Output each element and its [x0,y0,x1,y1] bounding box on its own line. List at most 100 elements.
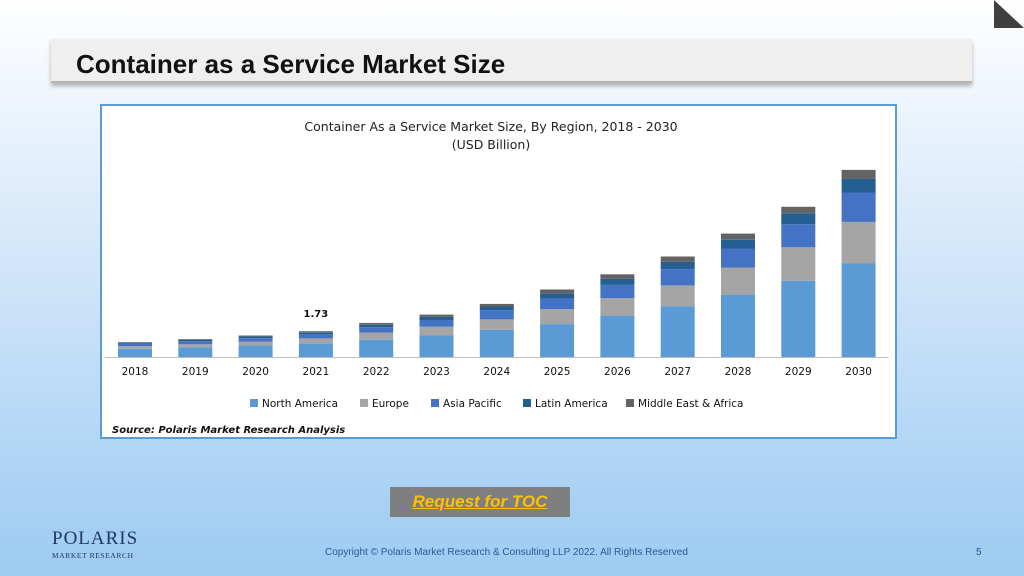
bar-asia-pacific-2028 [721,248,755,268]
bar-latin-america-2030 [841,178,876,193]
bar-north-america-2026 [600,316,635,357]
stacked-bar-chart: Container As a Service Market Size, By R… [104,119,889,436]
x-tick-2018: 2018 [122,366,149,378]
bar-latin-america-2027 [660,261,695,270]
bar-europe-2030 [841,221,876,264]
bar-middle-east-africa-2023 [419,314,454,317]
bar-middle-east-africa-2030 [841,169,876,179]
bars-group [118,169,876,357]
bar-middle-east-africa-2022 [359,322,394,325]
chart-subtitle: (USD Billion) [452,137,530,152]
x-tick-2029: 2029 [785,366,812,378]
bar-middle-east-africa-2018 [118,342,152,343]
bar-asia-pacific-2019 [178,341,213,345]
x-tick-2020: 2020 [242,366,269,378]
bar-asia-pacific-2025 [540,298,575,310]
bar-middle-east-africa-2026 [600,274,635,279]
x-tick-2024: 2024 [483,366,510,378]
bar-north-america-2029 [781,280,816,357]
copyright-text: Copyright © Polaris Market Research & Co… [325,547,688,558]
bar-europe-2029 [781,247,816,281]
legend-swatch-asia-pacific [431,399,439,407]
bar-europe-2019 [178,344,213,348]
x-tick-2028: 2028 [725,366,752,378]
bar-north-america-2028 [721,294,755,357]
data-labels: 1.73 [304,309,329,320]
bar-latin-america-2021 [298,332,333,335]
bar-latin-america-2018 [118,342,152,344]
bar-north-america-2030 [841,263,876,357]
bar-latin-america-2020 [238,336,273,338]
bar-europe-2028 [721,267,755,295]
bar-latin-america-2022 [359,324,394,328]
bar-asia-pacific-2018 [118,343,152,347]
logo-main-text: POLARIS [52,528,139,549]
bar-middle-east-africa-2019 [178,339,213,340]
x-tick-2022: 2022 [363,366,390,378]
bar-north-america-2027 [660,306,695,357]
bar-asia-pacific-2029 [781,224,816,248]
bar-europe-2027 [660,285,695,307]
bar-latin-america-2019 [178,339,213,342]
bar-middle-east-africa-2028 [721,233,755,240]
bar-asia-pacific-2027 [660,269,695,286]
bar-latin-america-2029 [781,213,816,225]
bar-asia-pacific-2021 [298,334,333,339]
x-tick-2030: 2030 [845,366,872,378]
legend-swatch-middle-east-africa [626,399,634,407]
bar-north-america-2023 [419,335,454,357]
title-bar: Container as a Service Market Size [51,39,972,83]
chart-source: Source: Polaris Market Research Analysis [112,425,345,436]
bar-middle-east-africa-2027 [660,256,695,262]
bar-north-america-2025 [540,324,575,357]
x-tick-labels: 2018 2019 2020 2021 2022 2023 2024 2025 2026 2027… [122,366,872,378]
bar-europe-2021 [298,338,333,344]
data-label-2021: 1.73 [304,309,329,320]
bar-north-america-2022 [359,339,394,357]
bar-latin-america-2026 [600,278,635,285]
legend-swatch-europe [360,399,368,407]
bar-north-america-2024 [479,329,514,357]
bar-north-america-2019 [178,347,213,357]
legend-label-asia-pacific: Asia Pacific [443,398,502,410]
x-tick-2021: 2021 [303,366,330,378]
logo-sub-text: MARKET RESEARCH [52,551,134,560]
legend-label-europe: Europe [372,398,409,410]
chart-frame: Container As a Service Market Size, By R… [100,104,897,439]
bar-asia-pacific-2026 [600,284,635,299]
bar-europe-2020 [238,341,273,346]
legend-swatch-latin-america [523,399,531,407]
bar-latin-america-2024 [479,306,514,311]
legend-swatch-north-america [250,399,258,407]
bar-europe-2023 [419,326,454,336]
bar-latin-america-2025 [540,293,575,299]
bar-middle-east-africa-2021 [298,331,333,333]
bar-asia-pacific-2022 [359,327,394,333]
x-tick-2025: 2025 [544,366,571,378]
bar-asia-pacific-2023 [419,320,454,327]
bar-asia-pacific-2030 [841,192,876,222]
bar-europe-2018 [118,346,152,349]
page-title: Container as a Service Market Size [76,49,506,79]
bar-asia-pacific-2020 [238,338,273,342]
bar-north-america-2018 [118,348,152,357]
x-tick-2027: 2027 [664,366,691,378]
legend-label-middle-east-africa: Middle East & Africa [638,398,744,410]
corner-triangle [994,0,1024,28]
bar-middle-east-africa-2029 [781,206,816,214]
bar-middle-east-africa-2020 [238,335,273,337]
bar-latin-america-2023 [419,316,454,320]
bar-europe-2026 [600,298,635,316]
bar-asia-pacific-2024 [479,310,514,320]
page-number: 5 [976,547,982,558]
legend-label-latin-america: Latin America [535,398,608,410]
bar-north-america-2020 [238,345,273,357]
request-toc-button[interactable]: Request for TOC [390,487,570,517]
bar-middle-east-africa-2025 [540,289,575,294]
x-tick-2019: 2019 [182,366,209,378]
x-tick-2026: 2026 [604,366,631,378]
bar-north-america-2021 [298,343,333,357]
bar-europe-2025 [540,309,575,325]
legend: North America Europe Asia Pacific Latin Ame… [250,398,744,410]
legend-label-north-america: North America [262,398,338,410]
